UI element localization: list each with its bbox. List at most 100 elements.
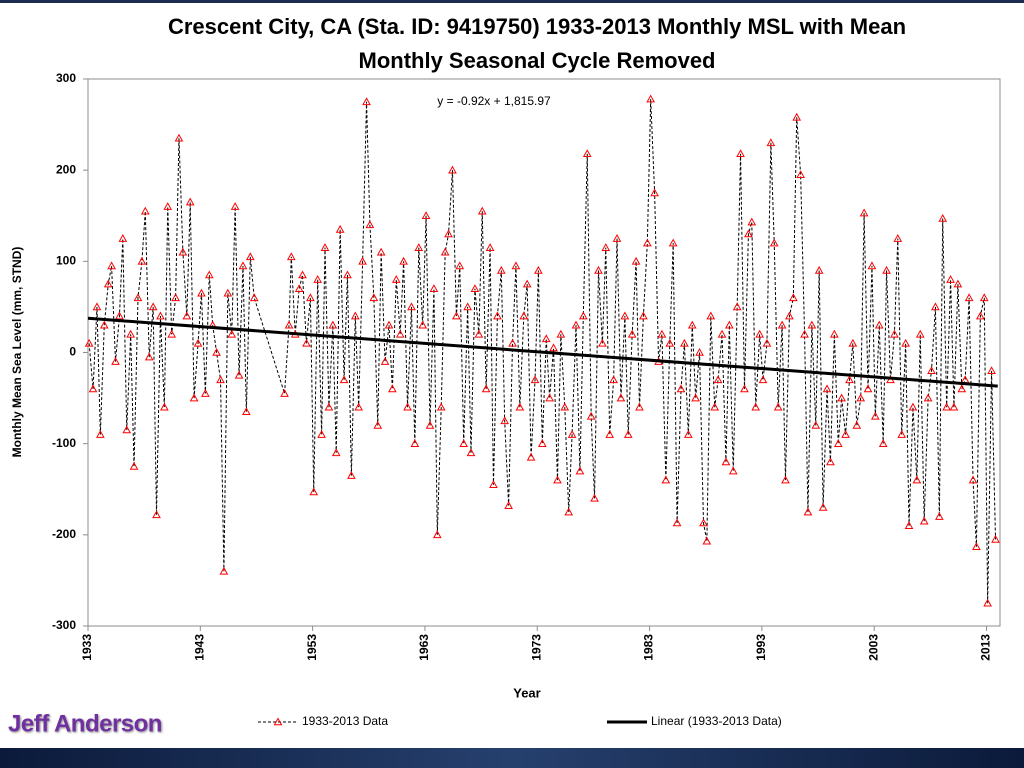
data-point — [676, 384, 686, 393]
data-point — [459, 439, 469, 447]
data-point — [553, 475, 562, 484]
data-point — [912, 475, 922, 484]
data-point — [639, 311, 648, 320]
data-point — [755, 329, 764, 338]
data-point — [399, 256, 408, 265]
data-point — [586, 411, 596, 420]
data-point — [657, 329, 667, 338]
data-point — [567, 430, 577, 438]
data-point — [818, 502, 828, 511]
data-point — [814, 265, 824, 274]
data-point — [773, 402, 783, 411]
data-point — [317, 430, 326, 438]
data-point — [313, 275, 323, 283]
data-point — [594, 265, 603, 274]
data-point — [391, 275, 401, 283]
data-point — [829, 329, 839, 338]
data-point — [436, 402, 446, 411]
data-point — [946, 275, 955, 283]
data-point — [302, 338, 311, 347]
data-point — [444, 229, 453, 238]
data-point — [807, 320, 817, 329]
author: Jeff Anderson — [8, 710, 162, 737]
data-point — [777, 320, 787, 329]
data-point — [556, 329, 566, 338]
top-border — [0, 0, 1024, 3]
data-point — [953, 279, 963, 288]
data-point — [785, 311, 794, 320]
data-point — [721, 457, 731, 466]
chart-title: Monthly Seasonal Cycle Removed — [359, 48, 716, 73]
data-point — [245, 252, 255, 261]
data-point — [650, 188, 659, 197]
data-point — [991, 534, 1000, 543]
data-point — [706, 311, 716, 320]
data-point — [223, 288, 233, 297]
data-point — [964, 293, 974, 302]
data-point — [227, 329, 237, 338]
data-point — [354, 402, 364, 411]
data-point — [769, 238, 779, 247]
data-point — [758, 375, 768, 384]
data-point — [522, 279, 532, 288]
y-tick-label: 100 — [56, 254, 76, 268]
data-point — [242, 407, 251, 416]
data-point — [347, 471, 356, 479]
data-point — [867, 261, 877, 270]
data-point — [826, 457, 835, 466]
data-point — [691, 393, 700, 402]
data-point — [477, 206, 487, 215]
data-point — [598, 338, 607, 347]
data-point — [751, 402, 761, 411]
data-point — [500, 416, 510, 425]
data-point — [972, 542, 981, 550]
data-point — [792, 112, 802, 121]
data-point — [923, 393, 933, 402]
data-point — [661, 475, 671, 484]
data-point — [890, 329, 899, 338]
data-point — [212, 347, 221, 356]
data-point — [931, 302, 940, 311]
data-point — [126, 329, 136, 338]
data-point — [687, 320, 697, 329]
data-point — [915, 329, 925, 338]
data-point — [623, 430, 633, 438]
data-point — [148, 302, 158, 311]
data-point — [129, 461, 139, 470]
data-point — [133, 293, 143, 302]
data-point — [455, 261, 465, 270]
data-point — [609, 375, 618, 384]
data-point — [234, 370, 244, 379]
data-point — [185, 197, 195, 206]
data-point — [740, 384, 749, 393]
data-point — [294, 284, 304, 292]
data-point — [284, 320, 294, 329]
data-point — [545, 393, 554, 402]
x-tick-label: 2003 — [866, 634, 880, 661]
x-tick-label: 1983 — [642, 634, 656, 661]
x-tick-label: 1943 — [192, 634, 206, 661]
data-point — [549, 343, 558, 352]
data-point — [193, 338, 203, 347]
data-point — [668, 238, 678, 247]
data-point — [418, 320, 428, 329]
data-point — [103, 279, 113, 288]
data-point — [485, 243, 495, 251]
legend-label: 1933-2013 Data — [302, 714, 388, 728]
y-tick-label: -200 — [52, 527, 76, 541]
data-point — [496, 265, 506, 274]
data-point — [171, 293, 180, 302]
y-tick-label: 300 — [56, 71, 76, 85]
data-point — [612, 234, 622, 242]
data-point — [717, 329, 727, 338]
data-point — [620, 311, 630, 320]
data-point — [665, 338, 675, 347]
data-point — [870, 411, 880, 420]
data-point — [144, 352, 154, 361]
data-point — [578, 311, 588, 320]
data-point — [137, 256, 147, 265]
data-point — [897, 430, 907, 438]
data-point — [481, 384, 491, 393]
data-point — [163, 202, 173, 210]
data-point — [429, 284, 439, 292]
